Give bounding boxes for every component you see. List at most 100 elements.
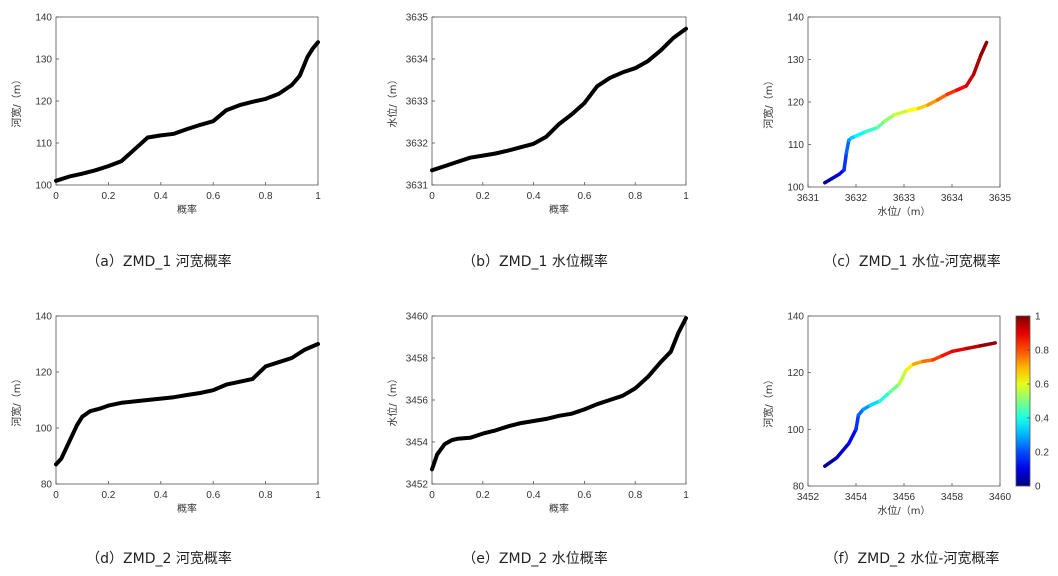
x-tick-label: 1 [315, 490, 321, 501]
panel-e: 0 0.2 0.4 0.6 0.8 1 3452 3454 3456 3458 3460 概率 水位/（… [386, 312, 689, 568]
y-tick-label: 3633 [406, 97, 429, 108]
x-tick-label: 0.4 [154, 490, 168, 501]
x-tick-label: 0.2 [101, 191, 115, 202]
y-tick-label: 3635 [406, 13, 429, 24]
axes-box [807, 315, 1001, 487]
x-tick-label: 0 [429, 191, 435, 202]
x-tick-label: 3635 [989, 193, 1012, 204]
x-tick-label: 3631 [797, 193, 820, 204]
y-tick-label: 120 [35, 97, 52, 108]
x-tick-label: 0.2 [476, 490, 490, 501]
colorbar-tick-label: 0 [1035, 482, 1041, 493]
y-tick-label: 3634 [406, 55, 429, 66]
y-tick-label: 130 [787, 55, 804, 66]
x-tick-label: 0.8 [628, 490, 642, 501]
colorbar-tick-label: 0.2 [1035, 448, 1049, 459]
x-tick-label: 3633 [893, 193, 916, 204]
y-axis-label: 河宽/（m） [10, 74, 23, 127]
y-axis-label: 水位/（m） [386, 373, 399, 426]
panel-caption: （b）ZMD_1 水位概率 [462, 253, 608, 270]
colorbar [1015, 315, 1031, 487]
panel-a: 0 0.2 0.4 0.6 0.8 1 100 110 120 130 140 概率 河宽/（m） （a）… [10, 13, 321, 271]
x-tick-label: 0.6 [206, 490, 220, 501]
axes-box [55, 16, 319, 186]
panel-b: 0 0.2 0.4 0.6 0.8 1 3631 3632 3633 3634 3635 概率 水位/（… [386, 13, 689, 271]
x-tick-label: 0.6 [577, 490, 591, 501]
x-tick-label: 3460 [989, 492, 1012, 503]
y-tick-label: 100 [35, 181, 52, 192]
series-segment [842, 151, 849, 172]
series-segment [823, 455, 839, 468]
y-axis-label: 水位/（m） [386, 74, 399, 127]
x-tick-label: 0.8 [259, 490, 273, 501]
axes-box [431, 315, 687, 485]
axes-box [55, 315, 319, 485]
panel-f: 3452 3454 3456 3458 3460 80 100 120 140 水位/（m） 河宽/… [762, 312, 1049, 568]
x-axis-label: 概率 [177, 203, 197, 216]
x-axis-label: 概率 [549, 203, 569, 216]
y-tick-label: 120 [35, 368, 52, 379]
x-tick-label: 0 [53, 490, 59, 501]
series-segment [835, 441, 851, 460]
y-tick-label: 100 [35, 424, 52, 435]
series-segment [935, 92, 949, 102]
series-segment [964, 344, 983, 351]
series-segment [878, 390, 892, 403]
series-segment [979, 341, 997, 348]
colorbar-tick-label: 1 [1035, 312, 1041, 323]
series-segment [964, 72, 976, 88]
series-segment [854, 413, 861, 432]
x-tick-label: 0.8 [259, 191, 273, 202]
x-tick-label: 1 [683, 191, 689, 202]
x-tick-label: 0.2 [476, 191, 490, 202]
y-tick-label: 3454 [406, 438, 429, 449]
axes-box [807, 16, 1001, 188]
series-line [430, 316, 688, 472]
x-tick-label: 0.4 [154, 191, 168, 202]
x-tick-label: 0 [53, 191, 59, 202]
y-tick-label: 3456 [406, 396, 429, 407]
x-tick-label: 3452 [797, 492, 820, 503]
series-segment [897, 368, 909, 386]
series-segment [926, 98, 940, 107]
y-axis-label: 河宽/（m） [762, 374, 775, 427]
series-segment [883, 113, 897, 123]
series-segment [844, 138, 851, 155]
y-axis-label: 河宽/（m） [762, 75, 775, 128]
x-tick-label: 0.8 [628, 191, 642, 202]
x-axis-label: 概率 [549, 502, 569, 515]
x-axis-label: 水位/（m） [877, 504, 930, 517]
panel-caption: （e）ZMD_2 水位概率 [462, 550, 607, 567]
colorbar-tick-label: 0.8 [1035, 346, 1049, 357]
y-tick-label: 3460 [406, 312, 429, 323]
series-line [54, 40, 320, 183]
series-segment [847, 427, 858, 446]
series-line [430, 26, 688, 173]
y-axis-label: 河宽/（m） [10, 373, 23, 426]
y-tick-label: 100 [787, 425, 804, 436]
x-tick-label: 0.6 [206, 191, 220, 202]
y-tick-label: 80 [41, 480, 53, 491]
x-tick-label: 0.4 [527, 191, 541, 202]
y-tick-label: 140 [35, 13, 52, 24]
y-tick-label: 3458 [406, 354, 429, 365]
series-segment [950, 346, 969, 354]
y-tick-label: 80 [793, 482, 805, 493]
y-tick-label: 130 [35, 55, 52, 66]
x-tick-label: 3454 [845, 492, 868, 503]
panel-caption: （f）ZMD_2 水位-河宽概率 [825, 550, 1000, 567]
y-tick-label: 100 [787, 183, 804, 194]
panel-caption: （a）ZMD_1 河宽概率 [86, 253, 231, 270]
panel-caption: （c）ZMD_1 水位-河宽概率 [823, 253, 1001, 270]
x-tick-label: 0.4 [527, 490, 541, 501]
y-tick-label: 140 [35, 312, 52, 323]
colorbar-tick-label: 0.6 [1035, 380, 1049, 391]
x-tick-label: 0.2 [101, 490, 115, 501]
y-tick-label: 3452 [406, 480, 429, 491]
y-tick-label: 3632 [406, 139, 429, 150]
panel-caption: （d）ZMD_2 河宽概率 [86, 550, 232, 567]
series-segment [863, 125, 880, 134]
x-tick-label: 1 [683, 490, 689, 501]
y-tick-label: 110 [788, 140, 804, 151]
